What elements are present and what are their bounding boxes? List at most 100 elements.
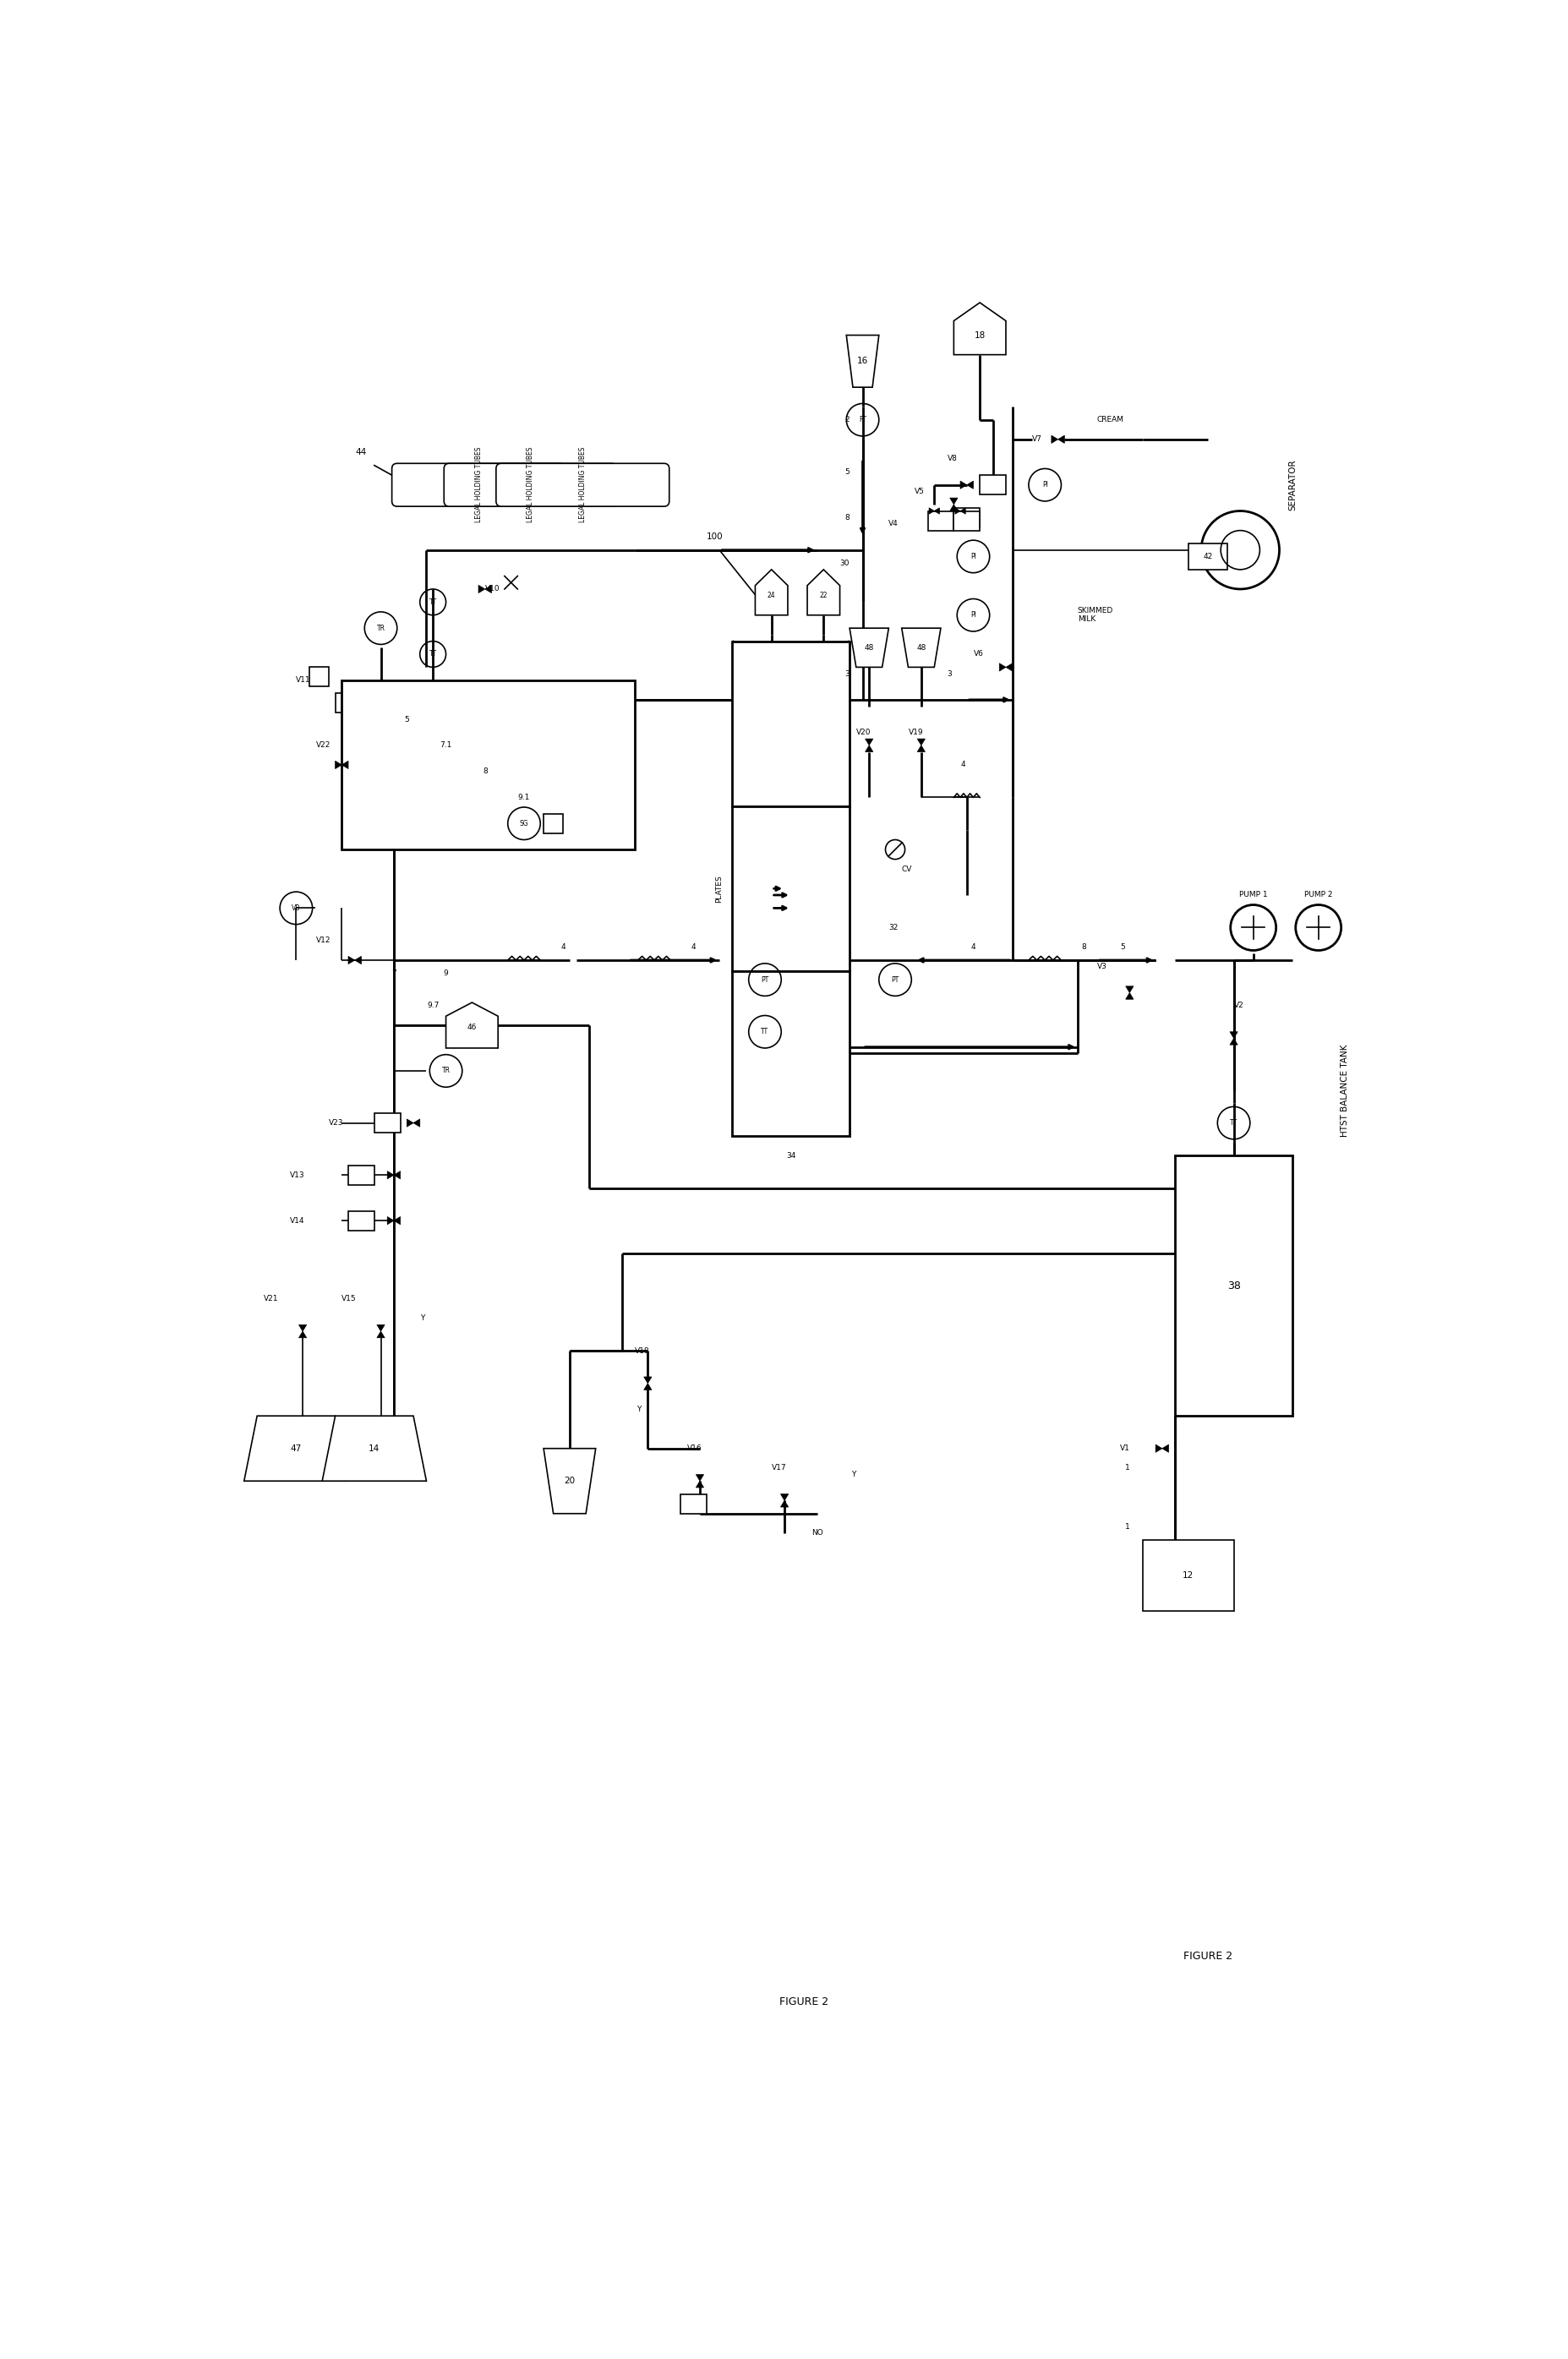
Bar [927, 512, 953, 531]
Text: 38: 38 [1226, 1281, 1240, 1290]
Bar [953, 507, 980, 526]
Bar [543, 814, 563, 833]
Polygon shape [953, 302, 1005, 354]
Text: V1: V1 [1120, 1444, 1129, 1453]
Text: 4: 4 [971, 944, 975, 951]
Text: V13: V13 [290, 1170, 304, 1180]
Polygon shape [376, 1330, 384, 1338]
Polygon shape [1005, 663, 1011, 670]
Polygon shape [955, 507, 960, 514]
Polygon shape [412, 1118, 420, 1128]
Polygon shape [1126, 993, 1132, 1000]
Bar [342, 679, 635, 849]
Polygon shape [935, 507, 939, 514]
Text: 1: 1 [1124, 1524, 1129, 1531]
Bar [348, 1210, 375, 1231]
Text: 14: 14 [368, 1444, 379, 1453]
Polygon shape [696, 1474, 704, 1481]
Text: TT: TT [1229, 1118, 1237, 1128]
Polygon shape [643, 1382, 651, 1389]
Text: 20: 20 [564, 1477, 575, 1486]
Text: 5: 5 [405, 715, 409, 724]
Polygon shape [949, 498, 956, 505]
Polygon shape [808, 569, 839, 616]
Text: PT: PT [760, 977, 768, 984]
Polygon shape [917, 745, 925, 753]
Text: 5: 5 [844, 467, 850, 477]
Polygon shape [949, 505, 956, 512]
Text: SKIMMED
MILK: SKIMMED MILK [1077, 606, 1113, 623]
Text: 4: 4 [960, 762, 964, 769]
Text: 24: 24 [767, 592, 775, 599]
Text: 16: 16 [856, 356, 867, 366]
Text: PI: PI [971, 552, 975, 561]
Polygon shape [1156, 1444, 1162, 1453]
Polygon shape [960, 507, 964, 514]
Polygon shape [394, 1217, 400, 1224]
Text: PLATES: PLATES [715, 875, 723, 903]
Text: 46: 46 [467, 1024, 477, 1031]
Text: V20: V20 [856, 729, 870, 736]
Text: 2: 2 [845, 415, 850, 425]
Text: TR: TR [376, 625, 384, 632]
Text: TT: TT [760, 1029, 768, 1036]
Text: V6: V6 [972, 651, 983, 658]
Polygon shape [850, 627, 887, 668]
Circle shape [1229, 906, 1275, 951]
Polygon shape [245, 1415, 348, 1481]
Text: 4: 4 [690, 944, 695, 951]
Polygon shape [543, 1448, 596, 1514]
Text: 7.1: 7.1 [439, 741, 452, 750]
Polygon shape [1229, 1031, 1237, 1038]
Text: 6: 6 [469, 682, 474, 691]
Text: HTST BALANCE TANK: HTST BALANCE TANK [1339, 1045, 1348, 1137]
Text: 5: 5 [1120, 944, 1124, 951]
Text: 34: 34 [786, 1151, 795, 1158]
Polygon shape [866, 738, 872, 745]
Polygon shape [394, 1170, 400, 1180]
Text: Y: Y [637, 1406, 641, 1413]
Polygon shape [643, 1378, 651, 1382]
Circle shape [1295, 906, 1341, 951]
Text: 12: 12 [1182, 1571, 1193, 1581]
Text: LEGAL HOLDING TUBES: LEGAL HOLDING TUBES [579, 448, 586, 524]
Polygon shape [1051, 436, 1057, 443]
FancyBboxPatch shape [392, 462, 564, 507]
Text: SG: SG [519, 819, 528, 828]
FancyBboxPatch shape [495, 462, 670, 507]
Text: 100: 100 [706, 533, 723, 540]
Text: NO: NO [811, 1529, 823, 1538]
Text: 47: 47 [290, 1444, 301, 1453]
Text: 48: 48 [916, 644, 925, 651]
Text: LEGAL HOLDING TUBES: LEGAL HOLDING TUBES [527, 448, 535, 524]
Text: V9: V9 [953, 514, 963, 521]
Polygon shape [781, 1493, 789, 1500]
Bar [1187, 543, 1226, 569]
Polygon shape [445, 1003, 497, 1047]
Polygon shape [1229, 1038, 1237, 1045]
Text: V3: V3 [1096, 962, 1107, 970]
Text: TT: TT [428, 599, 436, 606]
Text: 30: 30 [839, 559, 850, 566]
Bar [980, 474, 1005, 495]
Text: FIGURE 2: FIGURE 2 [1182, 1951, 1231, 1963]
Polygon shape [298, 1326, 306, 1330]
Text: Y: Y [420, 1314, 425, 1321]
Polygon shape [917, 738, 925, 745]
Text: V23: V23 [329, 1118, 343, 1128]
Text: V5: V5 [914, 488, 924, 495]
Text: VB: VB [292, 903, 301, 913]
Bar [336, 694, 354, 712]
Text: 18: 18 [974, 330, 985, 340]
Text: V14: V14 [290, 1217, 304, 1224]
Polygon shape [354, 955, 361, 965]
Text: V22: V22 [315, 741, 331, 750]
Text: V12: V12 [315, 937, 331, 944]
Circle shape [1201, 512, 1278, 590]
Polygon shape [1162, 1444, 1168, 1453]
Text: TT: TT [428, 651, 436, 658]
Polygon shape [1126, 986, 1132, 993]
Bar [732, 642, 850, 807]
Text: V21: V21 [263, 1295, 278, 1302]
Text: 32: 32 [887, 925, 898, 932]
